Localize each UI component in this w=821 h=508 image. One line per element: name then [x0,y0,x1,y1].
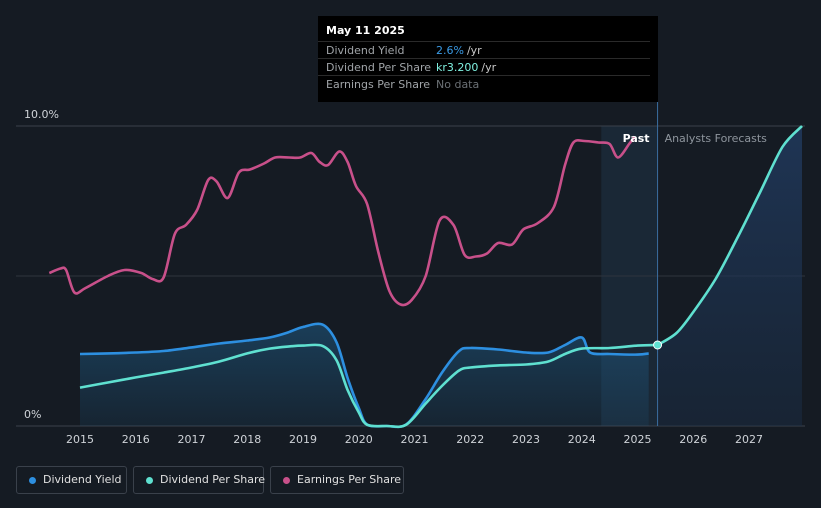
dividend-per-share-line[interactable] [79,343,658,429]
legend-label: Dividend Per Share [160,473,266,486]
current-value-marker[interactable] [653,340,663,350]
earnings-per-share-line[interactable] [48,135,636,307]
tooltip-label: Dividend Yield [326,44,405,57]
x-tick-label: 2017 [178,433,206,446]
legend-dividend-yield[interactable]: Dividend Yield [16,466,127,494]
x-tick-label: 2026 [679,433,707,446]
tooltip-row-yield: Dividend Yield 2.6%/yr [318,41,650,59]
legend-label: Dividend Yield [43,473,122,486]
x-tick-label: 2020 [345,433,373,446]
tooltip: May 11 2025 Dividend Yield 2.6%/yr Divid… [318,16,658,102]
forecast-label: Analysts Forecasts [665,132,768,145]
tooltip-value: No data [436,78,479,91]
x-tick-label: 2027 [735,433,763,446]
legend-dot-icon [283,477,290,484]
legend-dividend-per-share[interactable]: Dividend Per Share [133,466,266,494]
tooltip-label: Dividend Per Share [326,61,432,74]
tooltip-unit: /yr [466,44,482,57]
x-tick-label: 2021 [401,433,429,446]
x-tick-label: 2024 [568,433,596,446]
dividend-per-share-forecast-line[interactable] [656,125,803,347]
legend-earnings-per-share[interactable]: Earnings Per Share [270,466,404,494]
tooltip-label: Earnings Per Share [326,78,431,91]
x-tick-label: 2018 [233,433,261,446]
past-label: Past [623,132,650,145]
x-tick-label: 2016 [122,433,150,446]
legend-label: Earnings Per Share [297,473,402,486]
tooltip-date: May 11 2025 [326,24,405,37]
tooltip-unit: /yr [481,61,497,74]
tooltip-row-eps: Earnings Per Share No data [318,75,650,93]
dividend-yield-area [80,323,649,427]
legend-dot-icon [29,477,36,484]
x-tick-label: 2022 [456,433,484,446]
y-label-bottom: 0% [24,408,41,421]
x-tick-label: 2025 [624,433,652,446]
tooltip-value: 2.6%/yr [436,44,482,57]
tooltip-value-number: kr3.200 [436,61,479,74]
forecast-area [657,126,802,426]
x-tick-label: 2015 [66,433,94,446]
tooltip-value-number: No data [436,78,480,91]
x-tick-label: 2019 [289,433,317,446]
tooltip-value-number: 2.6% [436,44,464,57]
y-label-top: 10.0% [24,108,59,121]
tooltip-value: kr3.200/yr [436,61,496,74]
x-tick-label: 2023 [512,433,540,446]
tooltip-row-dps: Dividend Per Share kr3.200/yr [318,58,650,76]
legend-dot-icon [146,477,153,484]
